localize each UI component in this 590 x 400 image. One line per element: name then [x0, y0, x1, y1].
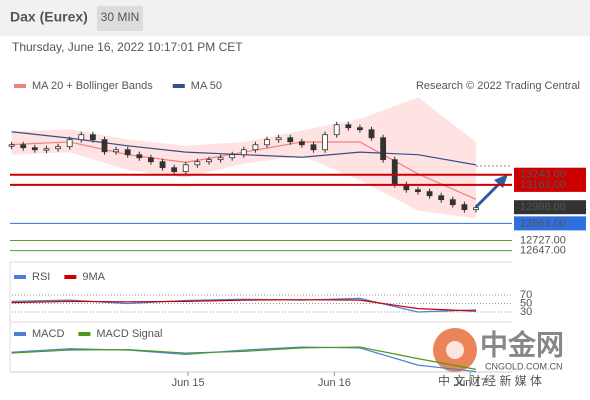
- candle: [206, 159, 212, 163]
- interval-label[interactable]: 30 MIN: [101, 10, 140, 24]
- candle: [287, 137, 294, 143]
- candle: [31, 147, 38, 151]
- x-tick-label: Jun 16: [318, 377, 351, 389]
- y-tick-label: 30: [520, 306, 532, 318]
- candle: [380, 137, 387, 161]
- candle: [275, 137, 282, 141]
- level-label: 13243.00: [520, 169, 566, 181]
- header-bar: [0, 0, 590, 36]
- level-label: 13163.00: [520, 179, 566, 191]
- legend-label: 9MA: [82, 271, 105, 283]
- legend-swatch: [14, 84, 26, 88]
- indicator-line: [11, 346, 477, 370]
- arrow-head: [494, 174, 508, 188]
- candle: [264, 139, 270, 146]
- candle: [229, 154, 236, 159]
- candle: [322, 134, 328, 151]
- level-label: 12647.00: [520, 245, 566, 257]
- legend-swatch: [78, 332, 91, 336]
- candle: [101, 139, 108, 153]
- level-label: 12988.00: [520, 201, 566, 213]
- candle: [217, 157, 224, 161]
- candle: [182, 164, 189, 173]
- candle: [89, 134, 96, 141]
- candle: [298, 141, 305, 146]
- timestamp: Thursday, June 16, 2022 10:17:01 PM CET: [12, 40, 243, 54]
- candle: [449, 199, 456, 206]
- indicator-line: [11, 299, 477, 312]
- legend-swatch: [64, 275, 77, 279]
- candle: [171, 167, 178, 173]
- level-label: 12861.00: [520, 217, 566, 229]
- watermark-site: CNGOLD.COM.CN: [485, 361, 563, 371]
- candle: [113, 149, 119, 153]
- candle: [159, 161, 166, 169]
- candle: [78, 134, 85, 141]
- legend-label: RSI: [32, 271, 50, 283]
- x-tick-label: Jun 17: [454, 377, 487, 389]
- candle: [357, 127, 363, 131]
- candle: [20, 144, 27, 149]
- interval-button[interactable]: [97, 6, 143, 31]
- candle: [136, 154, 143, 159]
- candle: [148, 157, 154, 163]
- candle: [426, 191, 433, 197]
- bollinger-band: [11, 97, 477, 219]
- candle: [252, 144, 259, 151]
- candle: [8, 144, 15, 147]
- candle: [43, 148, 50, 151]
- candle: [124, 149, 131, 156]
- candle: [345, 124, 352, 129]
- watermark-tagline: 中 文 财 经 新 媒 体: [438, 373, 542, 388]
- x-tick-label: Jun 15: [172, 377, 205, 389]
- y-tick-label: 50: [520, 297, 532, 309]
- legend-label: MA 50: [191, 80, 222, 92]
- watermark-brand: 中金网: [480, 328, 564, 360]
- candle: [473, 207, 479, 211]
- candle: [415, 189, 421, 193]
- candle: [368, 129, 375, 139]
- y-tick-label: 70: [520, 289, 532, 301]
- candle: [310, 144, 317, 151]
- credit: Research © 2022 Trading Central: [416, 80, 580, 92]
- candle: [438, 195, 445, 201]
- legend-swatch: [172, 84, 185, 88]
- candle: [333, 124, 340, 136]
- level-label-box: [514, 216, 586, 231]
- candle: [391, 159, 398, 186]
- candle: [66, 139, 73, 148]
- instrument-title: Dax (Eurex): [10, 9, 88, 25]
- candle: [55, 146, 61, 150]
- indicator-line: [11, 346, 477, 373]
- level-label-box: [514, 200, 586, 215]
- level-label: 12727.00: [520, 234, 566, 246]
- legend-swatch: [14, 275, 26, 279]
- candle: [461, 204, 468, 211]
- legend-label: MA 20 + Bollinger Bands: [32, 80, 153, 92]
- legend-label: MACD: [32, 328, 64, 340]
- candle: [194, 161, 201, 166]
- candle: [240, 149, 247, 156]
- level-label-box: [514, 177, 586, 192]
- legend-swatch: [14, 332, 26, 336]
- legend-label: MACD Signal: [96, 328, 162, 340]
- watermark-logo-inner: [446, 341, 464, 359]
